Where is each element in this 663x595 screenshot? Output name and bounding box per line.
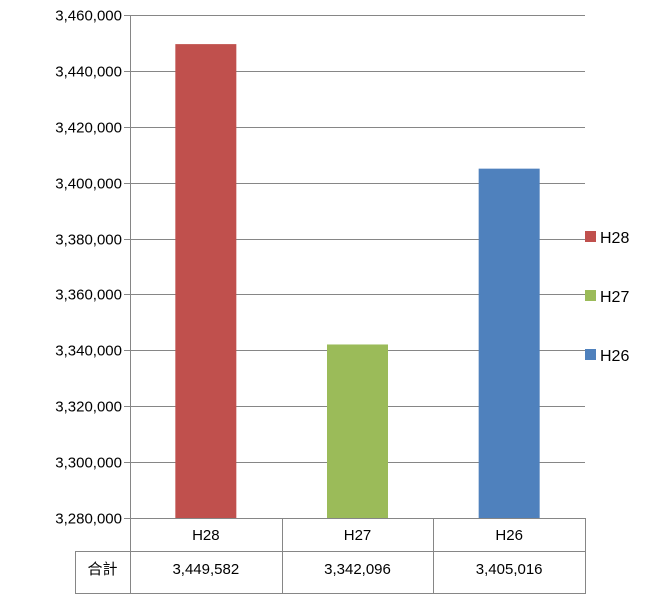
- y-tick-label: 3,440,000: [55, 64, 122, 81]
- data-table: H28 H27 H26 合計 3,449,582 3,342,096 3,405,016: [75, 518, 586, 594]
- x-category-label: H28: [192, 527, 220, 544]
- table-row-label: 合計: [87, 561, 117, 578]
- bar-h26: [478, 168, 540, 519]
- legend-label: H28: [600, 230, 629, 247]
- bar-h27: [327, 344, 388, 518]
- legend-label: H26: [600, 348, 629, 365]
- y-tick-label: 3,400,000: [55, 176, 122, 193]
- y-axis-tick-labels: 3,280,000 3,300,000 3,320,000 3,340,000 3,36…: [55, 8, 122, 528]
- legend: H28 H27 H26: [585, 230, 629, 365]
- table-value-cell: 3,449,582: [172, 561, 239, 578]
- y-tick-label: 3,300,000: [55, 455, 122, 472]
- legend-label: H27: [600, 289, 629, 306]
- axes: [124, 15, 131, 594]
- x-category-label: H27: [344, 527, 372, 544]
- bars: [175, 44, 540, 519]
- y-tick-label: 3,280,000: [55, 511, 122, 528]
- legend-swatch: [585, 290, 596, 301]
- y-tick-label: 3,320,000: [55, 399, 122, 416]
- legend-swatch: [585, 231, 596, 242]
- table-value-cell: 3,405,016: [476, 561, 543, 578]
- y-tick-label: 3,340,000: [55, 343, 122, 360]
- y-tick-label: 3,460,000: [55, 8, 122, 25]
- y-tick-label: 3,360,000: [55, 287, 122, 304]
- bar-h28: [175, 44, 237, 519]
- table-value-cell: 3,342,096: [324, 561, 391, 578]
- legend-swatch: [585, 349, 596, 360]
- y-tick-label: 3,380,000: [55, 232, 122, 249]
- x-category-label: H26: [495, 527, 523, 544]
- y-tick-label: 3,420,000: [55, 120, 122, 137]
